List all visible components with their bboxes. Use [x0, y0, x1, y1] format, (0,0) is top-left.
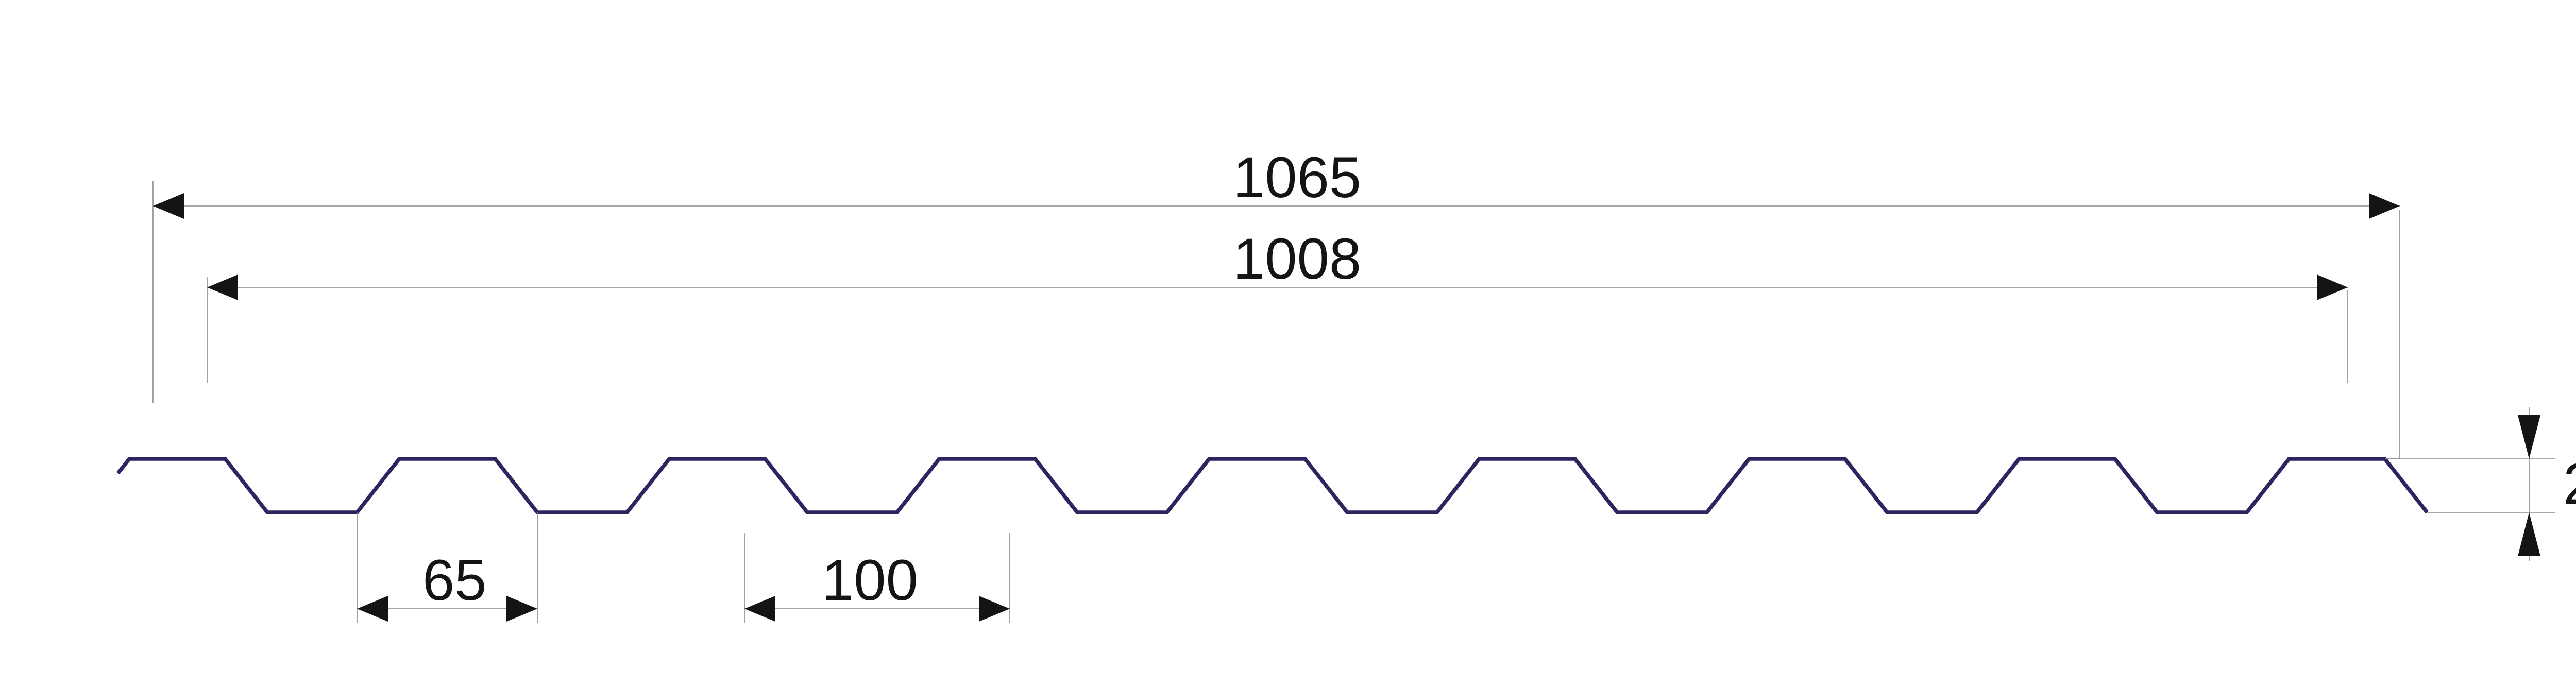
svg-text:65: 65 — [422, 548, 487, 612]
svg-text:1008: 1008 — [1233, 227, 1361, 291]
svg-text:100: 100 — [822, 548, 918, 612]
svg-text:1065: 1065 — [1233, 145, 1361, 210]
svg-text:21 мм: 21 мм — [2563, 452, 2576, 516]
